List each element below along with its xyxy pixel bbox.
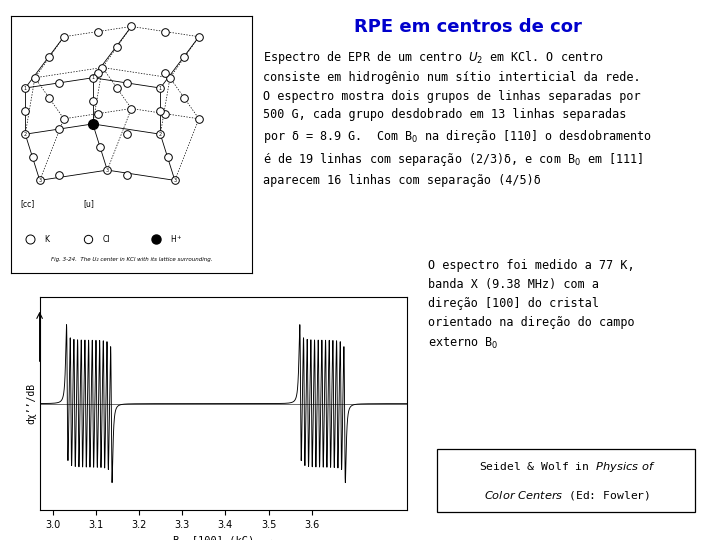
Text: 2: 2 (24, 132, 27, 137)
Text: 1: 1 (24, 85, 27, 91)
Text: $\it{Color\ Centers}$ (Ed: Fowler): $\it{Color\ Centers}$ (Ed: Fowler) (484, 489, 650, 502)
Text: 2: 2 (159, 132, 162, 137)
X-axis label: B₀ [100] (kG)  →: B₀ [100] (kG) → (174, 536, 273, 540)
Text: Seidel & Wolf in $\it{Physics\ of}$: Seidel & Wolf in $\it{Physics\ of}$ (479, 460, 655, 474)
Text: Cl: Cl (102, 235, 110, 244)
Text: 3: 3 (106, 167, 109, 173)
Y-axis label: dχ’’/dB: dχ’’/dB (27, 383, 37, 424)
Text: H$^+$: H$^+$ (170, 233, 183, 245)
Text: [u]: [u] (84, 199, 94, 208)
Text: Espectro de EPR de um centro $\mathit{U}_2$ em KCl. O centro
consiste em hidrogê: Espectro de EPR de um centro $\mathit{U}… (263, 49, 652, 187)
Bar (437, 449, 695, 512)
Text: 1: 1 (159, 85, 162, 91)
Text: 3: 3 (38, 178, 41, 183)
Text: 1: 1 (91, 75, 94, 80)
Text: [cc]: [cc] (20, 199, 35, 208)
Text: Fig. 3-24.  The U₂ center in KCl with its lattice surrounding.: Fig. 3-24. The U₂ center in KCl with its… (50, 258, 212, 262)
Text: RPE em centros de cor: RPE em centros de cor (354, 18, 582, 36)
Text: 3: 3 (174, 178, 176, 183)
Text: K: K (45, 235, 50, 244)
Text: O espectro foi medido a 77 K,
banda X (9.38 MHz) com a
direção [100] do cristal
: O espectro foi medido a 77 K, banda X (9… (428, 259, 635, 351)
